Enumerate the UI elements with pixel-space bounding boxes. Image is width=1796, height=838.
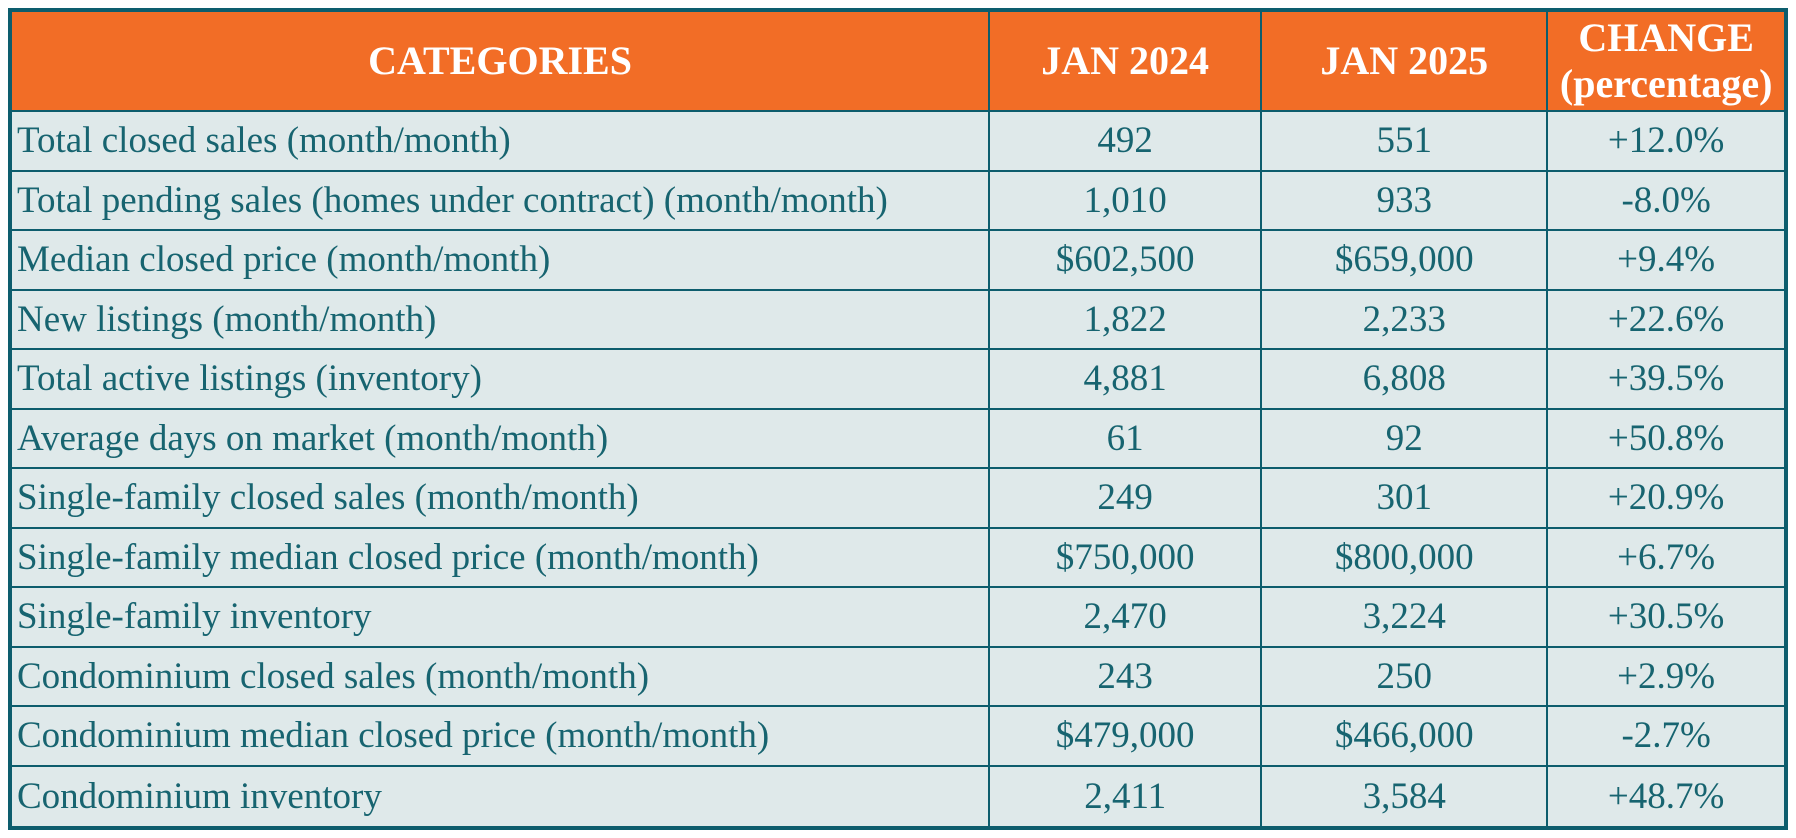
header-change-label-line2: (percentage) [1559,61,1773,106]
jan-2025-value-cell: 92 [1262,409,1549,469]
header-categories: CATEGORIES [12,12,991,112]
change-value-cell: +39.5% [1548,350,1784,410]
change-value-cell: +30.5% [1548,588,1784,648]
change-value-cell: +50.8% [1548,409,1784,469]
header-jan-2024-label: JAN 2024 [1041,38,1210,83]
jan-2024-value-cell: 243 [990,647,1263,707]
table-row: Total active listings (inventory) 4,881 … [12,350,1784,410]
category-cell: Average days on market (month/month) [12,409,991,469]
change-value-cell: +2.9% [1548,647,1784,707]
jan-2025-value-cell: 3,584 [1262,766,1549,826]
table-row: New listings (month/month) 1,822 2,233 +… [12,290,1784,350]
change-value-cell: +9.4% [1548,231,1784,291]
change-value-cell: +22.6% [1548,290,1784,350]
jan-2024-value-cell: 1,010 [990,171,1263,231]
jan-2025-value-cell: 301 [1262,469,1549,529]
change-value-cell: +12.0% [1548,112,1784,172]
category-cell: Single-family closed sales (month/month) [12,469,991,529]
jan-2024-value-cell: $750,000 [990,528,1263,588]
jan-2024-value-cell: $602,500 [990,231,1263,291]
jan-2024-value-cell: 2,470 [990,588,1263,648]
header-jan-2025: JAN 2025 [1262,12,1549,112]
table-row: Single-family inventory 2,470 3,224 +30.… [12,588,1784,648]
jan-2025-value-cell: 250 [1262,647,1549,707]
market-stats-table: CATEGORIES JAN 2024 JAN 2025 CHANGE (per… [8,8,1788,830]
category-cell: Condominium closed sales (month/month) [12,647,991,707]
table-row: Condominium inventory 2,411 3,584 +48.7% [12,766,1784,826]
jan-2024-value-cell: 2,411 [990,766,1263,826]
category-cell: Median closed price (month/month) [12,231,991,291]
jan-2025-value-cell: 6,808 [1262,350,1549,410]
change-value-cell: +48.7% [1548,766,1784,826]
change-value-cell: +6.7% [1548,528,1784,588]
category-cell: New listings (month/month) [12,290,991,350]
table-row: Single-family median closed price (month… [12,528,1784,588]
table-row: Total pending sales (homes under contrac… [12,171,1784,231]
change-value-cell: -8.0% [1548,171,1784,231]
jan-2024-value-cell: 249 [990,469,1263,529]
header-categories-label: CATEGORIES [368,38,632,83]
table-row: Average days on market (month/month) 61 … [12,409,1784,469]
table-row: Condominium closed sales (month/month) 2… [12,647,1784,707]
jan-2024-value-cell: 61 [990,409,1263,469]
jan-2025-value-cell: 2,233 [1262,290,1549,350]
jan-2025-value-cell: $800,000 [1262,528,1549,588]
change-value-cell: +20.9% [1548,469,1784,529]
change-value-cell: -2.7% [1548,707,1784,767]
header-change-label-line1: CHANGE [1578,15,1754,60]
category-cell: Single-family inventory [12,588,991,648]
table-header-row: CATEGORIES JAN 2024 JAN 2025 CHANGE (per… [12,12,1784,112]
table-row: Total closed sales (month/month) 492 551… [12,112,1784,172]
category-cell: Total active listings (inventory) [12,350,991,410]
jan-2025-value-cell: 551 [1262,112,1549,172]
category-cell: Total closed sales (month/month) [12,112,991,172]
header-jan-2025-label: JAN 2025 [1320,38,1489,83]
jan-2025-value-cell: 3,224 [1262,588,1549,648]
jan-2024-value-cell: 1,822 [990,290,1263,350]
header-jan-2024: JAN 2024 [990,12,1263,112]
table-row: Median closed price (month/month) $602,5… [12,231,1784,291]
header-change: CHANGE (percentage) [1548,12,1784,112]
jan-2024-value-cell: 4,881 [990,350,1263,410]
jan-2024-value-cell: 492 [990,112,1263,172]
table-row: Condominium median closed price (month/m… [12,707,1784,767]
jan-2025-value-cell: 933 [1262,171,1549,231]
category-cell: Total pending sales (homes under contrac… [12,171,991,231]
category-cell: Condominium inventory [12,766,991,826]
jan-2025-value-cell: $659,000 [1262,231,1549,291]
category-cell: Condominium median closed price (month/m… [12,707,991,767]
table-row: Single-family closed sales (month/month)… [12,469,1784,529]
category-cell: Single-family median closed price (month… [12,528,991,588]
jan-2025-value-cell: $466,000 [1262,707,1549,767]
jan-2024-value-cell: $479,000 [990,707,1263,767]
